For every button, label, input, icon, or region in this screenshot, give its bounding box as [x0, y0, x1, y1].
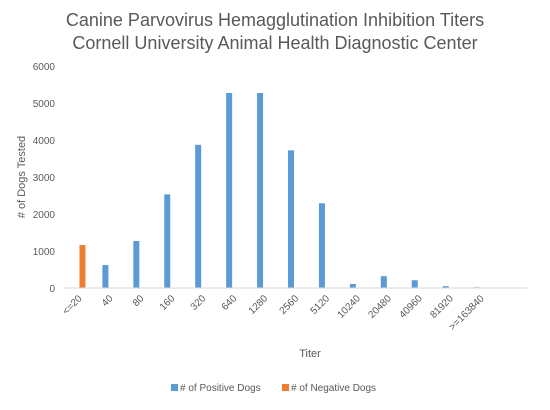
y-tick-label: 2000 [33, 210, 56, 221]
y-tick-label: 4000 [33, 136, 56, 147]
x-tick-label: 20480 [366, 293, 394, 321]
bar-positive [349, 283, 356, 288]
bar-positive [380, 276, 387, 288]
x-tick-label: 80 [131, 293, 147, 309]
x-tick-label: 160 [158, 293, 178, 313]
x-tick-label: <=20 [61, 293, 85, 317]
y-axis-ticks: 0 1000 2000 3000 4000 5000 6000 [33, 62, 56, 295]
x-tick-label: 1280 [247, 293, 271, 317]
legend-label-positive: # of Positive Dogs [180, 383, 261, 394]
x-tick-label: 2560 [278, 293, 302, 317]
x-tick-label: 81920 [428, 293, 456, 321]
y-tick-label: 5000 [33, 99, 56, 110]
bar-positive [102, 265, 109, 288]
y-tick-label: 0 [49, 284, 55, 295]
y-tick-label: 6000 [33, 62, 56, 73]
bars-group [79, 93, 480, 288]
legend-label-negative: # of Negative Dogs [291, 383, 376, 394]
chart-title: Canine Parvovirus Hemagglutination Inhib… [66, 10, 484, 30]
x-tick-label: 5120 [309, 293, 333, 317]
bar-positive [133, 241, 140, 288]
bar-positive [195, 144, 202, 288]
bar-positive [411, 280, 418, 288]
y-tick-label: 1000 [33, 247, 56, 258]
bar-negative [79, 245, 86, 288]
bar-positive [226, 93, 233, 288]
legend-swatch-negative [282, 384, 289, 391]
bar-positive [442, 286, 449, 288]
bar-positive [318, 203, 325, 288]
x-tick-label: 320 [189, 293, 209, 313]
bar-positive [164, 194, 171, 288]
legend-swatch-positive [171, 384, 178, 391]
x-tick-label: 10240 [336, 293, 364, 321]
chart-subtitle: Cornell University Animal Health Diagnos… [72, 33, 477, 53]
x-tick-label: 40960 [397, 293, 425, 321]
y-axis-label: # of Dogs Tested [16, 136, 28, 218]
x-tick-label: 640 [220, 293, 240, 313]
x-tick-label: 40 [100, 293, 116, 309]
legend: # of Positive Dogs # of Negative Dogs [171, 383, 376, 394]
x-axis-ticks: <=20 40 80 160 320 640 1280 2560 5120 10240 20480 4… [61, 293, 487, 333]
y-tick-label: 3000 [33, 173, 56, 184]
x-axis-label: Titer [299, 348, 321, 360]
bar-positive [288, 150, 294, 288]
bar-positive [257, 93, 264, 288]
